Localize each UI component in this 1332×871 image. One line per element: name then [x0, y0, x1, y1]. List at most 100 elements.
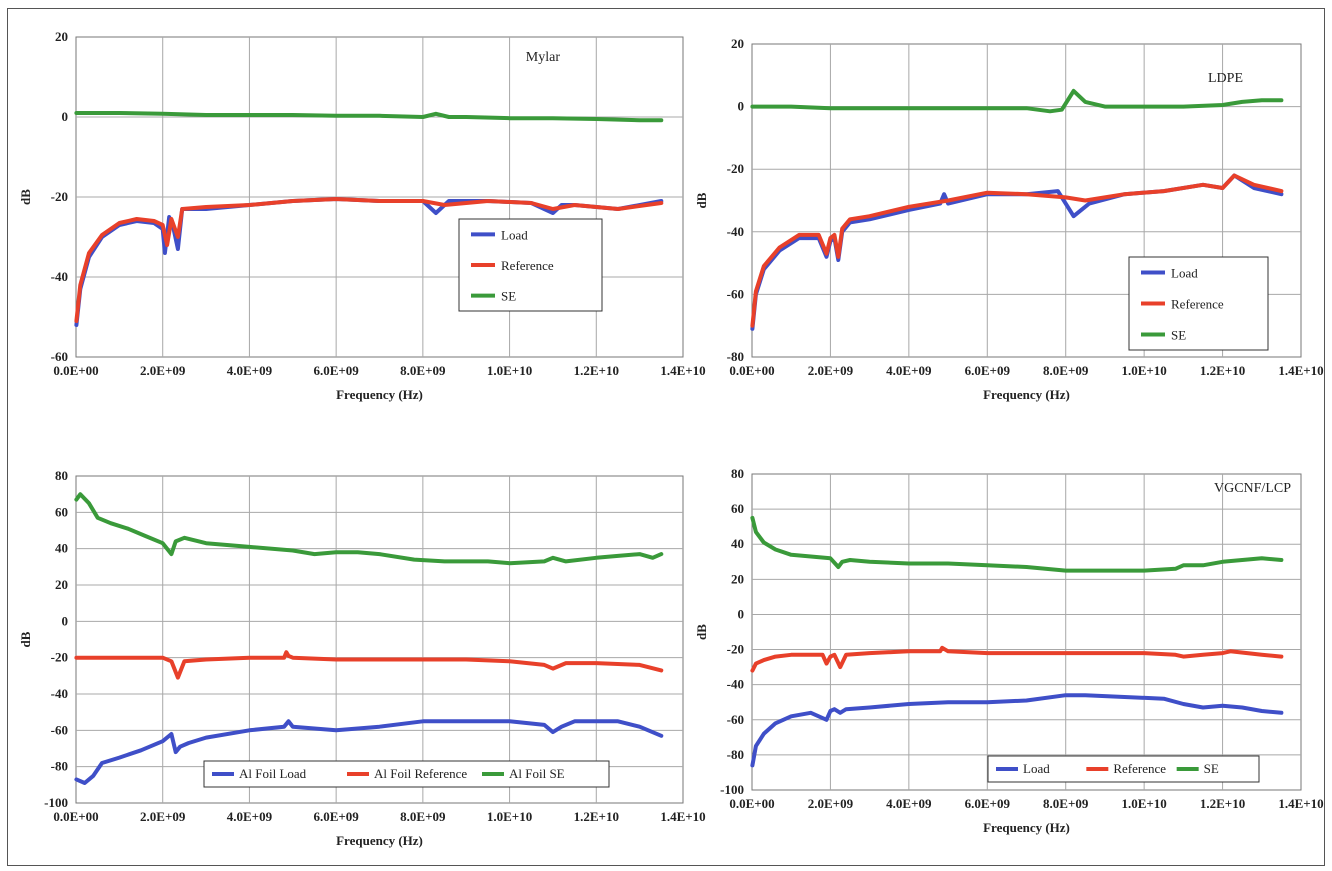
y-tick-label: -100 — [720, 782, 744, 797]
y-axis-label: dB — [694, 192, 709, 208]
legend-label: Load — [1023, 761, 1050, 776]
series-line-se — [750, 515, 1284, 573]
x-tick-label: 1.0E+10 — [1121, 363, 1166, 378]
y-tick-label: -40 — [51, 686, 68, 701]
legend: Al Foil Load Al Foil Reference Al Foil SE — [203, 760, 610, 788]
y-tick-label: -40 — [51, 269, 68, 284]
legend-label: Al Foil SE — [509, 766, 565, 781]
y-tick-label: 40 — [55, 541, 68, 556]
chart-2: 0.0E+00 2.0E+09 4.0E+09 6.0E+09 8.0E+09 1.0E+… — [694, 36, 1324, 402]
y-tick-label: -80 — [727, 349, 744, 364]
y-tick-label: -60 — [51, 722, 68, 737]
x-tick-label: 1.2E+10 — [574, 363, 619, 378]
y-tick-label: -20 — [727, 642, 744, 657]
x-tick-label: 6.0E+09 — [313, 363, 359, 378]
x-tick-label: 8.0E+09 — [1043, 363, 1089, 378]
series-line-al-foil-load — [74, 719, 664, 785]
chart-title: Mylar — [526, 50, 561, 65]
x-tick-label: 1.2E+10 — [1200, 363, 1245, 378]
legend: Load Reference SE — [987, 755, 1260, 783]
series-line-reference — [750, 173, 1284, 328]
y-axis-label: dB — [694, 624, 709, 640]
y-tick-label: 0 — [62, 109, 69, 124]
figure-svg: 0.0E+00 2.0E+09 4.0E+09 6.0E+09 8.0E+09 1.0E+… — [18, 29, 1324, 848]
chart-4: 0.0E+00 2.0E+09 4.0E+09 6.0E+09 8.0E+09 1.0E+… — [694, 466, 1324, 835]
y-tick-label: -60 — [727, 286, 744, 301]
legend-label: Load — [501, 227, 528, 242]
plot-area — [751, 473, 1302, 791]
y-tick-label: 20 — [731, 36, 744, 51]
series-line-reference — [74, 197, 664, 323]
y-tick-label: -20 — [51, 189, 68, 204]
series-line-load — [750, 693, 1284, 768]
chart-3: 0.0E+00 2.0E+09 4.0E+09 6.0E+09 8.0E+09 1.0E+… — [18, 468, 706, 848]
x-tick-label: 1.4E+10 — [1278, 796, 1323, 811]
y-tick-label: 20 — [55, 577, 68, 592]
legend-box — [203, 760, 610, 788]
y-tick-label: 60 — [55, 504, 68, 519]
x-tick-label: 2.0E+09 — [808, 363, 854, 378]
y-tick-label: -80 — [51, 759, 68, 774]
y-axis-label: dB — [18, 631, 33, 647]
y-tick-label: -60 — [727, 712, 744, 727]
chart-1: 0.0E+00 2.0E+09 4.0E+09 6.0E+09 8.0E+09 1.0E+… — [18, 29, 706, 402]
x-tick-label: 2.0E+09 — [808, 796, 854, 811]
x-tick-label: 8.0E+09 — [400, 363, 446, 378]
y-tick-label: 60 — [731, 501, 744, 516]
chart-title: VGCNF/LCP — [1214, 481, 1291, 496]
legend-label: Reference — [501, 258, 554, 273]
x-tick-label: 2.0E+09 — [140, 809, 186, 824]
y-tick-label: -100 — [44, 795, 68, 810]
y-tick-label: 20 — [731, 571, 744, 586]
legend-label: Al Foil Reference — [374, 766, 467, 781]
x-tick-label: 1.0E+10 — [487, 363, 532, 378]
series-line-reference — [750, 645, 1284, 673]
x-tick-label: 6.0E+09 — [313, 809, 359, 824]
legend-label: Load — [1171, 266, 1198, 281]
y-axis-label: dB — [18, 189, 33, 205]
y-tick-label: -60 — [51, 349, 68, 364]
plot-area — [75, 475, 684, 804]
x-tick-label: 1.0E+10 — [487, 809, 532, 824]
legend-label: Reference — [1171, 297, 1224, 312]
x-tick-label: 1.2E+10 — [1200, 796, 1245, 811]
x-tick-label: 4.0E+09 — [886, 363, 932, 378]
legend-label: SE — [1204, 761, 1219, 776]
series-line-al-foil-se — [74, 492, 664, 566]
legend-label: SE — [1171, 328, 1186, 343]
x-tick-label: 0.0E+00 — [729, 796, 774, 811]
legend: Load Reference SE — [1128, 256, 1269, 351]
legend-label: Reference — [1113, 761, 1166, 776]
x-tick-label: 6.0E+09 — [965, 796, 1011, 811]
y-tick-label: -40 — [727, 224, 744, 239]
x-tick-label: 4.0E+09 — [227, 809, 273, 824]
y-tick-label: 0 — [738, 99, 745, 114]
x-tick-label: 1.4E+10 — [660, 363, 705, 378]
x-tick-label: 6.0E+09 — [965, 363, 1011, 378]
x-tick-label: 8.0E+09 — [1043, 796, 1089, 811]
figure-panel: 0.0E+00 2.0E+09 4.0E+09 6.0E+09 8.0E+09 1.0E+… — [7, 8, 1325, 866]
series-line-se — [74, 111, 664, 123]
x-axis-label: Frequency (Hz) — [336, 833, 423, 848]
chart-title: LDPE — [1208, 71, 1243, 86]
series-line-al-foil-reference — [74, 650, 664, 680]
y-tick-label: -20 — [727, 161, 744, 176]
y-tick-label: 80 — [55, 468, 68, 483]
x-tick-label: 0.0E+00 — [729, 363, 774, 378]
x-tick-label: 1.0E+10 — [1121, 796, 1166, 811]
legend-label: Al Foil Load — [239, 766, 307, 781]
x-tick-label: 0.0E+00 — [53, 363, 98, 378]
legend-box — [987, 755, 1260, 783]
x-tick-label: 0.0E+00 — [53, 809, 98, 824]
x-tick-label: 4.0E+09 — [886, 796, 932, 811]
y-tick-label: -40 — [727, 677, 744, 692]
legend-label: SE — [501, 289, 516, 304]
x-axis-label: Frequency (Hz) — [983, 387, 1070, 402]
y-tick-label: 0 — [62, 613, 69, 628]
y-tick-label: -20 — [51, 650, 68, 665]
y-tick-label: 0 — [738, 606, 745, 621]
x-tick-label: 4.0E+09 — [227, 363, 273, 378]
x-tick-label: 1.2E+10 — [574, 809, 619, 824]
x-tick-label: 1.4E+10 — [660, 809, 705, 824]
x-axis-label: Frequency (Hz) — [336, 387, 423, 402]
